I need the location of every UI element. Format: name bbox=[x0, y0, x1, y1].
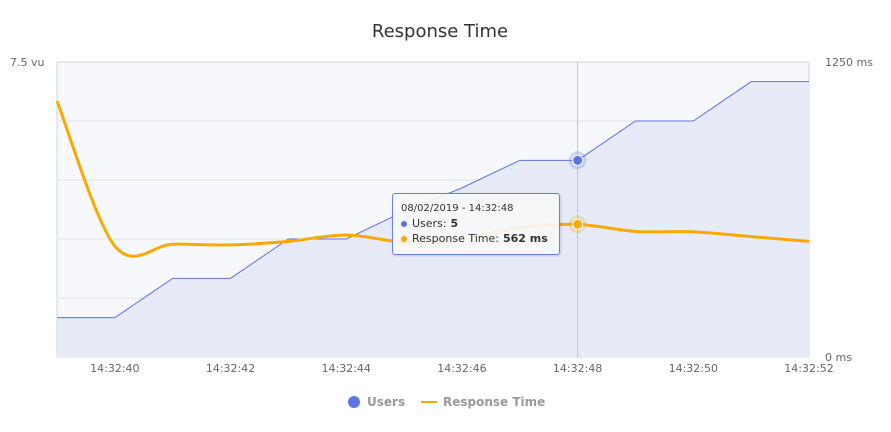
x-tick-label: 14:32:40 bbox=[90, 362, 139, 375]
tooltip-response-value: 562 ms bbox=[502, 232, 548, 245]
x-tick-label: 14:32:46 bbox=[437, 362, 486, 375]
x-axis-ticks: 14:32:40 14:32:42 14:32:44 14:32:46 14:32:48… bbox=[90, 362, 834, 375]
legend: Users Response Time bbox=[348, 395, 545, 409]
x-tick-label: 14:32:52 bbox=[784, 362, 833, 375]
response-dot-icon bbox=[401, 235, 407, 242]
tooltip-response-row: Response Time: 562 ms bbox=[401, 231, 551, 246]
legend-item-response-time[interactable]: Response Time bbox=[421, 395, 545, 409]
x-tick-label: 14:32:42 bbox=[206, 362, 255, 375]
legend-item-users[interactable]: Users bbox=[348, 395, 405, 409]
right-axis-max-label: 1250 ms bbox=[825, 56, 873, 69]
tooltip-users-label: Users: bbox=[412, 217, 447, 230]
left-axis-max-label: 7.5 vu bbox=[10, 56, 44, 69]
tooltip-timestamp: 08/02/2019 - 14:32:48 bbox=[401, 203, 514, 214]
tooltip-users-value: 5 bbox=[450, 217, 459, 230]
x-tick-label: 14:32:50 bbox=[669, 362, 718, 375]
x-tick-label: 14:32:48 bbox=[553, 362, 602, 375]
legend-users-label: Users bbox=[367, 395, 405, 409]
tooltip-response-label: Response Time: bbox=[412, 232, 499, 245]
hover-markers bbox=[568, 151, 587, 234]
tooltip-users-row: Users: 5 bbox=[401, 216, 551, 231]
right-axis-min-label: 0 ms bbox=[825, 351, 852, 364]
chart-title: Response Time bbox=[372, 21, 508, 42]
legend-response-time-label: Response Time bbox=[443, 395, 545, 409]
users-dot-icon bbox=[401, 220, 407, 227]
x-tick-label: 14:32:44 bbox=[322, 362, 371, 375]
tooltip: 08/02/2019 - 14:32:48 Users: 5 Response … bbox=[392, 193, 560, 255]
users-legend-dot-icon bbox=[348, 396, 360, 408]
